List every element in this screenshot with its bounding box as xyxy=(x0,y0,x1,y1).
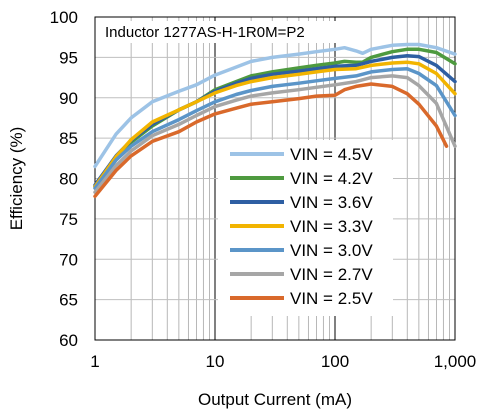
series-line xyxy=(93,74,457,194)
y-tick-label: 95 xyxy=(59,48,78,67)
y-tick-label: 85 xyxy=(59,129,78,148)
annotation-box xyxy=(101,21,369,43)
x-tick-label: 10 xyxy=(206,352,225,371)
y-tick-label: 60 xyxy=(59,331,78,350)
series-lines xyxy=(93,42,457,199)
x-tick-label: 1 xyxy=(90,352,99,371)
chart-annotation: Inductor 1277AS-H-1R0M=P2 xyxy=(105,24,305,41)
legend-entry: VIN = 4.2V xyxy=(290,169,373,188)
y-tick-label: 75 xyxy=(59,210,78,229)
series-line xyxy=(93,82,449,199)
y-tick-label: 80 xyxy=(59,170,78,189)
tick-labels: 60 65 70 75 80 85 90 95 100 1 10 100 1,000 xyxy=(50,8,477,371)
x-tick-label: 100 xyxy=(321,352,349,371)
legend-entry: VIN = 3.0V xyxy=(290,241,373,260)
legend: VIN = 4.5V VIN = 4.2V VIN = 3.6V VIN = 3.3V… xyxy=(218,140,393,316)
legend-entry: VIN = 2.5V xyxy=(290,289,373,308)
series-line xyxy=(93,42,457,169)
series-line xyxy=(93,66,457,190)
legend-entry: VIN = 4.5V xyxy=(290,145,373,164)
x-axis-label: Output Current (mA) xyxy=(198,390,352,409)
series-line xyxy=(93,54,457,187)
legend-entry: VIN = 3.6V xyxy=(290,193,373,212)
legend-entry: VIN = 3.3V xyxy=(290,217,373,236)
y-tick-label: 65 xyxy=(59,291,78,310)
y-tick-label: 70 xyxy=(59,250,78,269)
y-tick-label: 90 xyxy=(59,89,78,108)
y-axis-label: Efficiency (%) xyxy=(7,127,26,231)
plot-area-border xyxy=(94,16,456,341)
y-tick-label: 100 xyxy=(50,8,78,27)
series-line xyxy=(93,60,457,189)
x-tick-label: 1,000 xyxy=(434,352,477,371)
legend-entry: VIN = 2.7V xyxy=(290,265,373,284)
